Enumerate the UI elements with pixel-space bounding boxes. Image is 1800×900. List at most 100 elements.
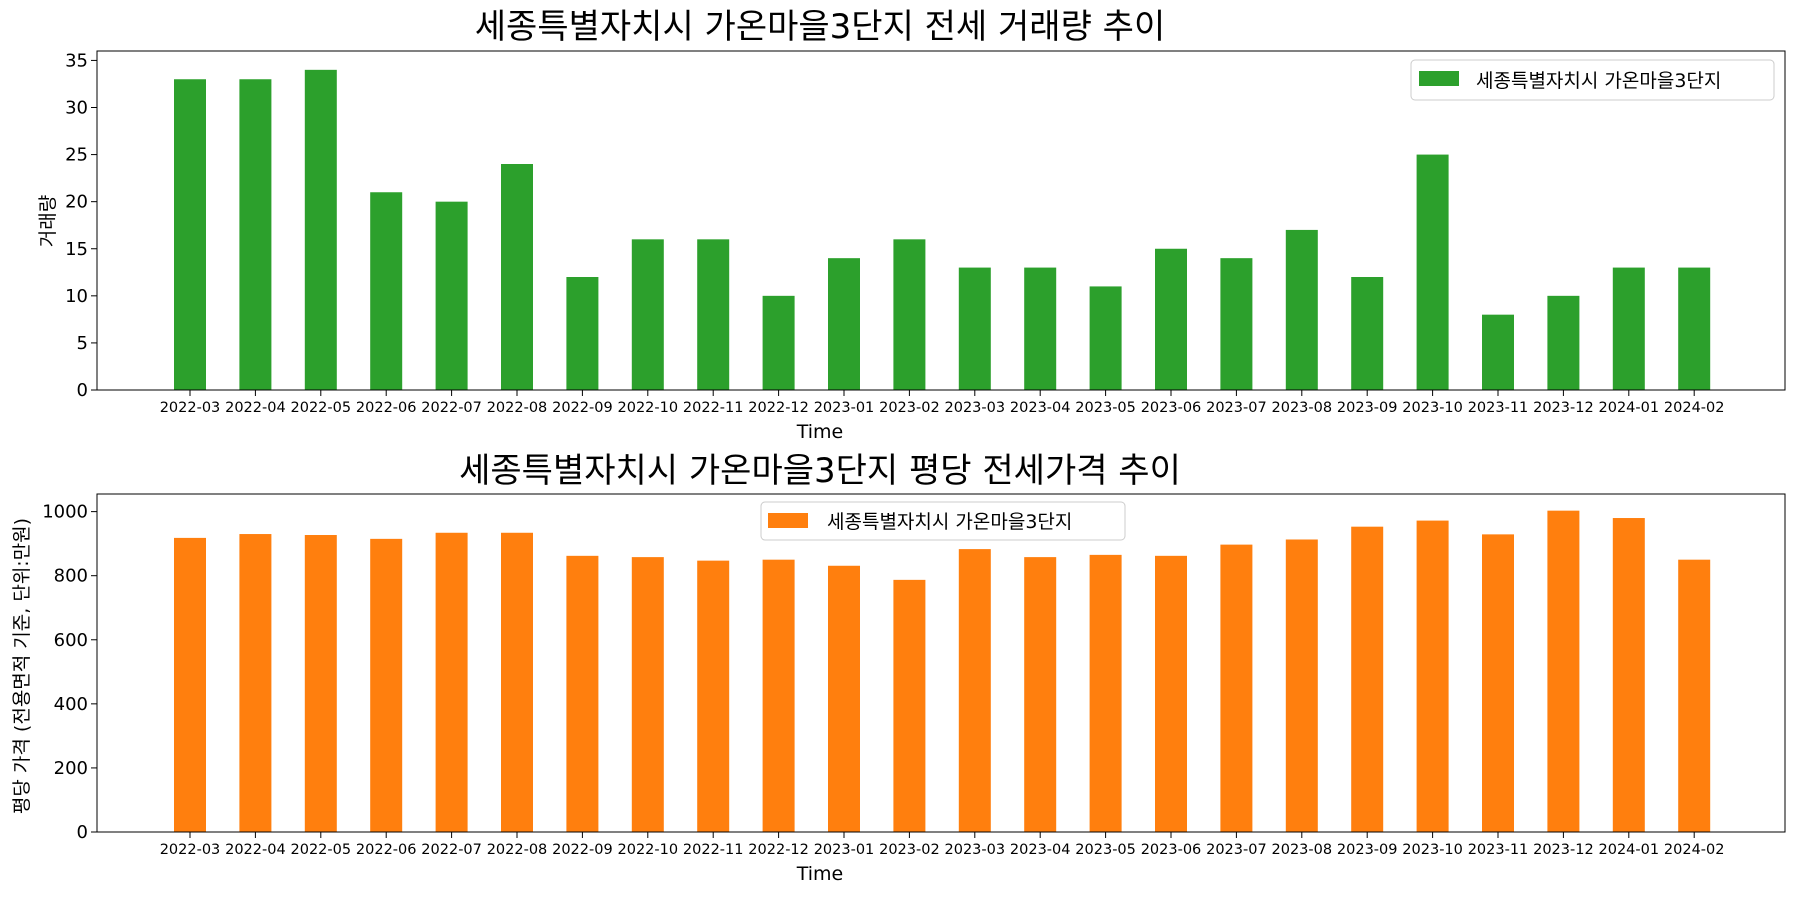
x-tick-label: 2023-10 — [1402, 842, 1463, 858]
x-tick-label: 2024-01 — [1599, 400, 1660, 416]
x-tick-label: 2023-08 — [1272, 400, 1333, 416]
bar — [435, 532, 468, 832]
y-tick-label: 25 — [65, 145, 88, 166]
bar — [174, 537, 206, 832]
bar — [762, 559, 795, 832]
x-tick-label: 2022-12 — [748, 842, 809, 858]
bar — [1089, 554, 1122, 832]
y-tick-label: 15 — [65, 239, 88, 260]
bar — [1547, 510, 1580, 832]
legend-swatch — [1419, 71, 1459, 86]
bar — [1482, 314, 1514, 390]
bar — [1024, 267, 1057, 390]
x-tick-label: 2024-02 — [1664, 400, 1725, 416]
chart-price-per-pyeong: 세종특별자치시 가온마을3단지 평당 전세가격 추이 0 200 400 600 800… — [11, 451, 1786, 885]
bar — [958, 549, 991, 832]
bar — [1220, 258, 1253, 390]
x-tick-label: 2022-03 — [160, 842, 221, 858]
legend-swatch — [768, 513, 808, 528]
y-axis: 0 5 10 15 20 25 30 35 — [65, 50, 97, 401]
bar — [1351, 526, 1384, 832]
bar — [893, 579, 926, 832]
x-tick-label: 2023-09 — [1337, 842, 1398, 858]
x-tick-label: 2022-12 — [748, 400, 809, 416]
bar — [697, 239, 730, 390]
x-tick-label: 2022-04 — [225, 400, 286, 416]
bar — [1155, 248, 1187, 390]
y-axis-label: 거래량 — [37, 195, 59, 247]
legend-label: 세종특별자치시 가온마을3단지 — [1476, 70, 1721, 92]
bar — [828, 565, 860, 832]
x-tick-label: 2023-11 — [1468, 842, 1529, 858]
bar — [566, 555, 599, 832]
x-tick-label: 2022-09 — [552, 400, 613, 416]
x-tick-label: 2022-10 — [618, 842, 679, 858]
bar — [501, 532, 533, 832]
y-tick-label: 35 — [65, 50, 88, 71]
bar — [1612, 518, 1645, 832]
x-tick-label: 2022-11 — [683, 400, 744, 416]
bar — [304, 69, 337, 390]
x-tick-label: 2023-06 — [1141, 400, 1202, 416]
y-tick-label: 5 — [77, 333, 88, 354]
legend-box — [1410, 59, 1775, 101]
chart-transaction-volume: 세종특별자치시 가온마을3단지 전세 거래량 추이 0 5 10 15 20 25 30 35… — [37, 7, 1786, 443]
legend-box — [760, 501, 1126, 541]
x-tick-label: 2023-07 — [1206, 842, 1267, 858]
x-tick-label: 2022-04 — [225, 842, 286, 858]
bar — [501, 164, 533, 390]
bar — [239, 534, 272, 832]
x-tick-label: 2023-01 — [814, 842, 875, 858]
x-tick-label: 2023-12 — [1533, 842, 1594, 858]
plot-frame — [96, 50, 1786, 391]
bar — [631, 557, 664, 832]
bar — [893, 239, 926, 390]
x-tick-label: 2023-05 — [1075, 400, 1136, 416]
x-axis: 2022-03 2022-04 2022-05 2022-06 2022-07 2022-… — [160, 832, 1725, 858]
x-tick-label: 2024-02 — [1664, 842, 1725, 858]
bar — [1678, 267, 1711, 390]
bar-series — [174, 510, 1711, 832]
x-tick-label: 2023-03 — [945, 842, 1006, 858]
bar — [370, 538, 403, 832]
bar — [762, 295, 795, 390]
x-tick-label: 2022-06 — [356, 842, 417, 858]
bar — [828, 258, 860, 390]
x-tick-label: 2024-01 — [1599, 842, 1660, 858]
bar-series — [174, 69, 1711, 390]
bar — [1220, 544, 1253, 832]
x-tick-label: 2023-02 — [879, 400, 940, 416]
bar — [304, 535, 337, 832]
bar — [631, 239, 664, 390]
chart-title: 세종특별자치시 가온마을3단지 평당 전세가격 추이 — [459, 451, 1181, 491]
bar — [566, 277, 599, 390]
bar — [435, 201, 468, 390]
y-tick-label: 0 — [77, 822, 88, 843]
y-tick-label: 800 — [54, 566, 88, 587]
x-axis-label: Time — [796, 421, 844, 443]
x-tick-label: 2022-07 — [421, 400, 482, 416]
x-tick-label: 2022-06 — [356, 400, 417, 416]
y-tick-label: 0 — [77, 380, 88, 401]
y-tick-label: 10 — [65, 286, 88, 307]
x-tick-label: 2023-06 — [1141, 842, 1202, 858]
x-axis-label: Time — [796, 863, 844, 885]
legend: 세종특별자치시 가온마을3단지 — [1410, 59, 1775, 101]
x-tick-label: 2023-03 — [945, 400, 1006, 416]
x-tick-label: 2023-05 — [1075, 842, 1136, 858]
x-tick-label: 2022-08 — [487, 400, 548, 416]
x-tick-label: 2022-09 — [552, 842, 613, 858]
bar — [1482, 534, 1514, 832]
bar — [958, 267, 991, 390]
plot-frame — [96, 493, 1786, 833]
legend: 세종특별자치시 가온마을3단지 — [760, 501, 1126, 541]
bar — [370, 192, 403, 390]
bar — [239, 79, 272, 390]
x-tick-label: 2022-08 — [487, 842, 548, 858]
x-tick-label: 2022-03 — [160, 400, 221, 416]
y-tick-label: 200 — [54, 758, 88, 779]
x-tick-label: 2022-05 — [291, 400, 352, 416]
bar — [174, 79, 206, 390]
bar — [1547, 295, 1580, 390]
